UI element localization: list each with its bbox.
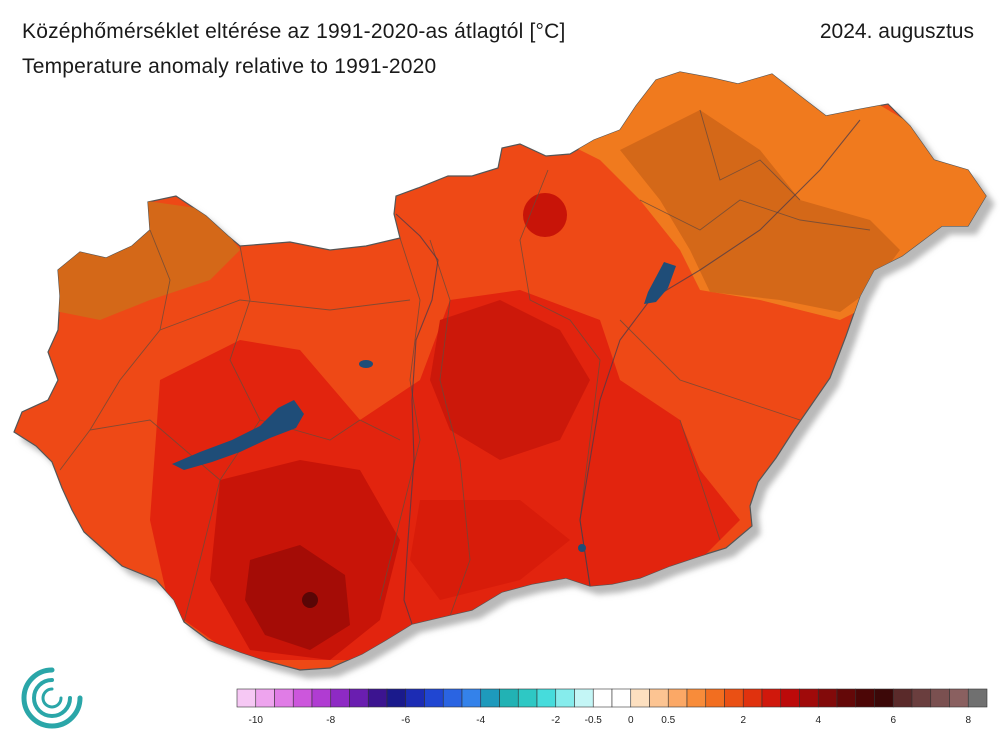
lake-tisza <box>644 262 676 304</box>
legend-swatch <box>311 688 332 708</box>
legend-swatch <box>874 688 894 708</box>
legend-tick-label: -6 <box>401 715 410 726</box>
legend-tick-label: -10 <box>249 715 264 726</box>
legend-swatch <box>461 688 482 708</box>
legend-swatch <box>574 688 594 708</box>
legend-swatch <box>686 688 707 708</box>
legend-swatch <box>949 688 969 708</box>
legend-swatch <box>555 688 575 708</box>
map-title-hungarian: Középhőmérséklet eltérése az 1991-2020-a… <box>22 20 566 43</box>
legend-swatch <box>724 688 744 708</box>
anomaly-peak-pecs <box>302 592 318 608</box>
legend-tick-label: -8 <box>326 715 335 726</box>
legend-swatch <box>367 688 388 708</box>
legend-tick-label: 8 <box>965 715 971 726</box>
lake-velence <box>359 360 373 368</box>
legend-tick-label: -2 <box>551 715 560 726</box>
legend-swatch <box>911 688 932 708</box>
legend-swatch <box>536 688 557 708</box>
legend-tick-label: 0.5 <box>661 715 675 726</box>
legend-tick-label: 6 <box>890 715 896 726</box>
legend-swatches <box>236 688 988 708</box>
legend-swatch <box>649 688 669 708</box>
legend-swatch <box>836 688 857 708</box>
legend-swatch <box>405 688 425 708</box>
legend-swatch <box>705 688 725 708</box>
legend-swatch <box>274 688 294 708</box>
legend-swatch <box>667 688 688 708</box>
color-legend: -10 -8 -6 -4 -2 -0.5 0 0.5 2 4 6 8 <box>236 688 988 726</box>
legend-swatch <box>780 688 800 708</box>
legend-swatch <box>630 688 650 708</box>
legend-tick-labels: -10 -8 -6 -4 -2 -0.5 0 0.5 2 4 6 8 <box>249 715 972 726</box>
lake-small-south <box>578 544 586 552</box>
anomaly-zone-south-hottest <box>245 545 350 650</box>
legend-swatch <box>517 688 538 708</box>
legend-swatch <box>799 688 819 708</box>
legend-swatch <box>442 688 463 708</box>
legend-swatch <box>930 688 950 708</box>
county-boundaries <box>59 109 871 623</box>
tisza-river <box>579 119 861 587</box>
legend-tick-label: 2 <box>740 715 746 726</box>
legend-swatch <box>292 688 313 708</box>
met-service-logo <box>21 667 83 729</box>
lake-balaton <box>172 400 304 470</box>
legend-swatch <box>236 688 257 708</box>
legend-swatch <box>255 688 275 708</box>
danube-river <box>395 213 439 625</box>
legend-swatch <box>499 688 519 708</box>
legend-tick-label: 4 <box>815 715 821 726</box>
anomaly-zone-northeast-dark-orange <box>620 110 900 312</box>
legend-swatch <box>761 688 782 708</box>
legend-tick-label: -4 <box>476 715 485 726</box>
legend-swatch <box>967 688 988 708</box>
anomaly-zone-southeast-hot <box>410 500 570 600</box>
hungary-anomaly-map <box>13 71 987 671</box>
rivers <box>395 119 861 625</box>
legend-swatch <box>424 688 444 708</box>
map-title-english: Temperature anomaly relative to 1991-202… <box>22 55 437 78</box>
legend-swatch <box>386 688 407 708</box>
legend-tick-label: 0 <box>628 715 634 726</box>
legend-swatch <box>330 688 350 708</box>
legend-swatch <box>855 688 875 708</box>
legend-swatch <box>592 688 613 708</box>
legend-swatch <box>480 688 500 708</box>
legend-swatch <box>742 688 763 708</box>
legend-swatch <box>611 688 632 708</box>
legend-tick-label: -0.5 <box>585 715 603 726</box>
legend-swatch <box>892 688 913 708</box>
legend-swatch <box>349 688 369 708</box>
legend-swatch <box>817 688 838 708</box>
map-date: 2024. augusztus <box>819 20 974 43</box>
anomaly-zone-danube-tisza-hot <box>430 300 590 460</box>
